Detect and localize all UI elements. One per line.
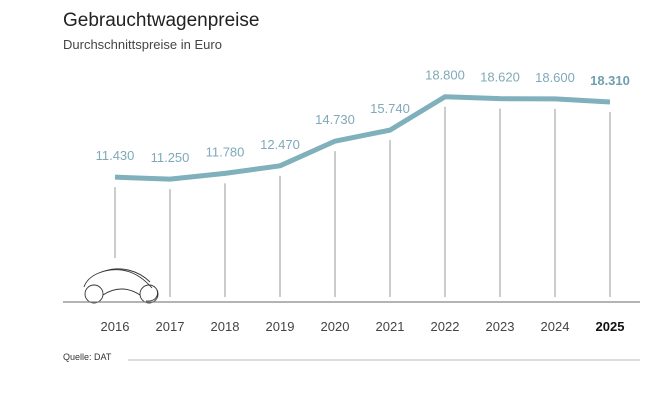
series-line	[114, 94, 611, 182]
x-tick-label: 2021	[376, 319, 405, 334]
data-label: 18.600	[535, 70, 575, 85]
x-tick-label: 2019	[266, 319, 295, 334]
x-tick-label: 2025	[596, 319, 625, 334]
data-label: 11.780	[206, 144, 245, 159]
source-note: Quelle: DAT	[63, 352, 112, 362]
data-label: 11.430	[96, 148, 135, 163]
data-label: 12.470	[260, 137, 300, 152]
chart-title: Gebrauchtwagenpreise	[63, 10, 260, 31]
x-tick-label: 2022	[431, 319, 460, 334]
data-label: 18.310	[590, 73, 630, 88]
x-tick-label: 2024	[541, 319, 570, 334]
data-label: 14.730	[315, 112, 355, 127]
x-tick-label: 2016	[101, 319, 130, 334]
data-label: 15.740	[370, 101, 410, 116]
car-icon	[83, 268, 159, 304]
data-label: 11.250	[151, 150, 190, 165]
x-tick-label: 2018	[211, 319, 240, 334]
x-tick-label: 2023	[486, 319, 515, 334]
x-tick-label: 2017	[156, 319, 185, 334]
data-label: 18.620	[480, 70, 520, 85]
x-tick-label: 2020	[321, 319, 350, 334]
data-label: 18.800	[425, 68, 465, 83]
chart-subtitle: Durchschnittspreise in Euro	[63, 37, 222, 52]
